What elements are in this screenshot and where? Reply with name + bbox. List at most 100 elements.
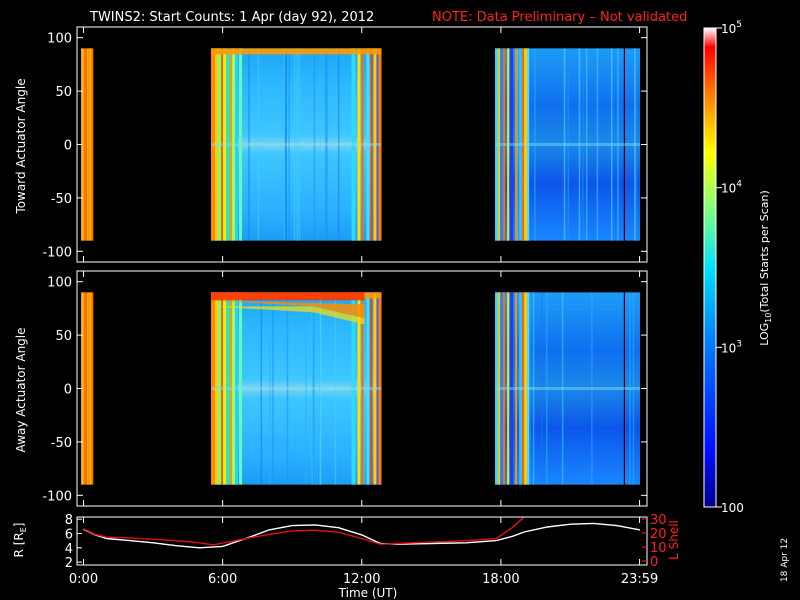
- heat-stripe: [507, 292, 510, 485]
- heat-stripe: [88, 292, 91, 485]
- r-axis-label-tail: ]: [12, 523, 26, 528]
- heat-stripe: [221, 48, 224, 241]
- heat-streak: [305, 292, 307, 485]
- heat-streak: [319, 292, 322, 485]
- heat-streak: [635, 48, 637, 241]
- heat-stripe: [500, 48, 504, 241]
- heat-stripe: [515, 292, 518, 485]
- heat-stripe: [89, 292, 92, 485]
- heat-gap: [623, 292, 626, 485]
- colorbar-tick-label: 105: [721, 20, 742, 36]
- r-distance-line: [83, 522, 641, 549]
- heat-stripe: [211, 292, 216, 485]
- colorbar-tick-exp: 5: [736, 20, 742, 30]
- heat-stripe: [215, 48, 219, 241]
- r-tick-label: 2: [65, 556, 73, 571]
- heat-stripe: [221, 292, 224, 485]
- heat-streak: [311, 292, 313, 485]
- colorbar-gradient: [703, 27, 717, 508]
- heat-stripe: [370, 292, 373, 485]
- heat-stripe: [84, 48, 87, 241]
- x-tick-label: 12:00: [343, 572, 380, 587]
- heat-stripe: [85, 292, 88, 485]
- heat-gap: [623, 48, 626, 241]
- heat-stripe: [86, 292, 90, 485]
- heat-streak: [534, 48, 536, 241]
- time-axis-label: Time (UT): [338, 586, 398, 600]
- colorbar-label-sub: 10: [764, 313, 773, 323]
- heat-stripe: [498, 292, 501, 485]
- toward-axis-label: Toward Actuator Angle: [14, 78, 28, 214]
- colorbar-tick-base: 10: [721, 341, 736, 355]
- heat-edge-band: [211, 48, 382, 55]
- zero-angle-band: [495, 387, 641, 390]
- heat-streak: [369, 292, 371, 485]
- heat-stripe: [230, 48, 233, 241]
- y-tick-label: -50: [51, 192, 72, 207]
- heat-stripe: [223, 292, 227, 485]
- heat-streak: [563, 48, 566, 241]
- heat-streak: [546, 292, 548, 485]
- heat-stripe: [524, 292, 528, 485]
- heat-stripe: [524, 48, 528, 241]
- r-tick-label: 4: [65, 542, 73, 557]
- colorbar-label: LOG10(Total Starts per Scan): [758, 190, 773, 346]
- heat-streak: [293, 48, 296, 241]
- heat-streak: [272, 292, 274, 485]
- heat-stripe: [373, 292, 377, 485]
- x-tick-label: 0:00: [69, 572, 98, 587]
- y-tick-label: -50: [51, 436, 72, 451]
- r-tick-label: 6: [65, 527, 73, 542]
- heat-streak: [634, 48, 636, 241]
- heat-stripe: [370, 48, 373, 241]
- heat-stripe: [376, 48, 379, 241]
- heat-streak: [285, 48, 288, 241]
- heat-streak: [257, 48, 260, 241]
- toward-heatmap-panel: 100 50 0 -50 -100: [42, 26, 648, 263]
- heat-stripe: [215, 292, 219, 485]
- heat-stripe: [527, 48, 530, 241]
- away-data-block: [81, 292, 94, 485]
- heat-streak: [629, 292, 631, 485]
- zero-angle-band: [495, 143, 641, 146]
- heat-stripe: [507, 48, 510, 241]
- lshell-tick-label: 30: [650, 513, 667, 528]
- colorbar-tick-base: 100: [721, 501, 744, 515]
- heat-streak: [288, 48, 290, 241]
- heat-stripe: [84, 292, 87, 485]
- heat-stripe: [232, 48, 236, 241]
- heat-stripe: [495, 48, 499, 241]
- y-tick-label: 0: [64, 139, 72, 154]
- heat-stripe: [498, 48, 501, 241]
- heat-edge-band: [211, 306, 365, 325]
- panel-background: [77, 517, 647, 565]
- toward-data-block: [211, 48, 382, 241]
- heat-stripe: [232, 292, 236, 485]
- heat-streak: [632, 292, 635, 485]
- colorbar-tick-base: 10: [721, 22, 736, 36]
- y-tick-label: 100: [47, 32, 72, 47]
- heat-stripe: [361, 48, 364, 241]
- heat-stripe: [366, 292, 370, 485]
- r-axis-label-main: R [R: [12, 532, 26, 557]
- colorbar-tick-exp: 4: [736, 180, 742, 190]
- lshell-line: [83, 516, 525, 546]
- y-tick-label: -100: [42, 245, 72, 260]
- toward-data-block: [495, 48, 641, 241]
- r-axis-label-sub: E: [19, 527, 28, 532]
- heat-stripe: [515, 48, 518, 241]
- heat-stripe: [376, 292, 379, 485]
- toward-data-block: [81, 48, 94, 241]
- heat-streak: [591, 292, 593, 485]
- away-heatmap-panel: 100 50 0 -50 -100: [42, 270, 648, 507]
- heat-streak: [313, 292, 316, 485]
- heat-streak: [541, 292, 543, 485]
- heat-stripe: [88, 48, 91, 241]
- heat-stripe: [373, 48, 377, 241]
- heat-streak: [260, 292, 263, 485]
- heat-stripe: [510, 292, 514, 485]
- away-axis-label: Away Actuator Angle: [14, 327, 28, 452]
- heat-streak: [298, 48, 301, 241]
- heat-streak: [286, 292, 289, 485]
